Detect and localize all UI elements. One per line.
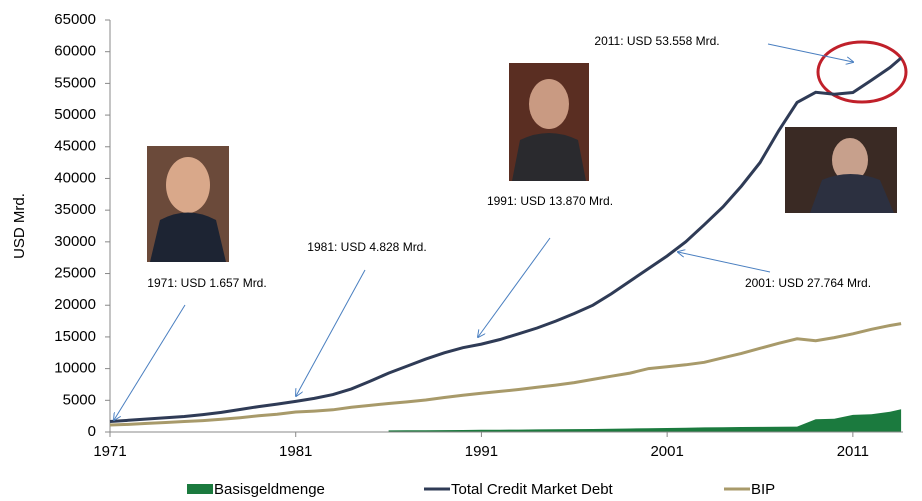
y-axis-label: USD Mrd. — [11, 193, 28, 259]
annotation: 2011: USD 53.558 Mrd. — [594, 34, 719, 48]
portrait — [509, 63, 589, 181]
y-tick-label: 35000 — [54, 201, 96, 218]
y-tick-label: 40000 — [54, 169, 96, 186]
y-tick-label: 45000 — [54, 138, 96, 155]
y-tick-label: 65000 — [54, 11, 96, 28]
annotation-arrow — [678, 252, 771, 273]
x-tick-label: 1971 — [93, 443, 126, 460]
annotation-arrow — [478, 237, 551, 337]
x-tick-label: 1991 — [465, 443, 498, 460]
annotation-arrow — [296, 269, 366, 396]
y-tick-label: 10000 — [54, 360, 96, 377]
y-tick-label: 55000 — [54, 74, 96, 91]
area — [388, 409, 902, 432]
line — [109, 322, 902, 427]
legend-label: Total Credit Market Debt — [451, 481, 614, 498]
annotation-arrow — [114, 304, 186, 420]
y-tick-label: 30000 — [54, 233, 96, 250]
y-tick-label: 20000 — [54, 296, 96, 313]
annotation: 1991: USD 13.870 Mrd. — [487, 194, 613, 208]
y-tick-label: 60000 — [54, 43, 96, 60]
annotation: 2001: USD 27.764 Mrd. — [745, 276, 871, 290]
x-tick-label: 2011 — [837, 443, 869, 460]
y-tick-label: 0 — [88, 423, 96, 440]
y-tick-label: 5000 — [63, 391, 96, 408]
y-tick-label: 50000 — [54, 106, 96, 123]
annotation: 1971: USD 1.657 Mrd. — [147, 276, 266, 290]
line — [109, 56, 903, 423]
legend-label: BIP — [751, 481, 775, 498]
portrait — [147, 146, 229, 262]
y-tick-label: 25000 — [54, 265, 96, 282]
legend-swatch — [187, 484, 213, 494]
portrait — [785, 127, 897, 213]
legend-label: Basisgeldmenge — [214, 481, 325, 498]
annotation: 1981: USD 4.828 Mrd. — [307, 240, 426, 254]
y-tick-label: 15000 — [54, 328, 96, 345]
x-tick-label: 1981 — [279, 443, 312, 460]
annotation-arrow — [767, 43, 853, 62]
x-tick-label: 2001 — [650, 443, 683, 460]
highlight-circle — [816, 40, 908, 104]
